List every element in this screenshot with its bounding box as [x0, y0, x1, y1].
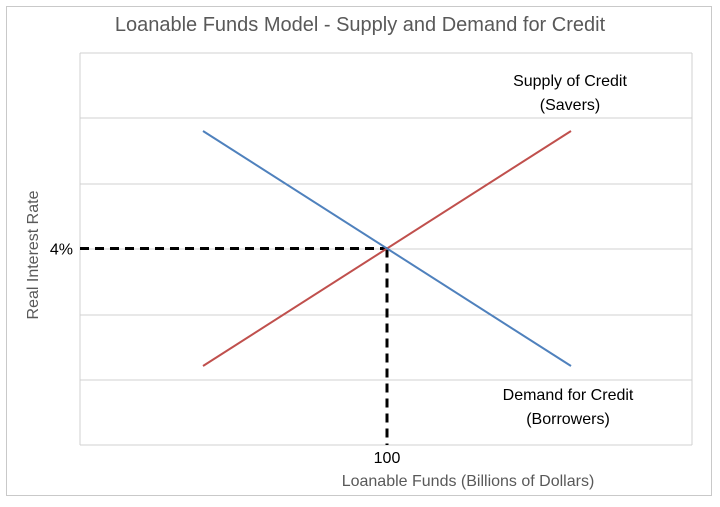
demand-label-line1: Demand for Credit — [502, 387, 634, 404]
x-tick-label: 100 — [374, 450, 401, 467]
demand-label: Demand for Credit (Borrowers) — [468, 384, 668, 432]
chart-title: Loanable Funds Model - Supply and Demand… — [114, 14, 606, 36]
chart-frame — [6, 6, 712, 496]
supply-label-line1: Supply of Credit — [513, 73, 627, 90]
supply-label-line2: (Savers) — [539, 97, 601, 114]
demand-line — [202, 130, 572, 367]
supply-label: Supply of Credit (Savers) — [470, 70, 670, 118]
demand-label-line2: (Borrowers) — [526, 411, 610, 428]
y-tick-label: 4% — [50, 242, 73, 259]
x-axis-label: Loanable Funds (Billions of Dollars) — [342, 473, 595, 490]
y-axis-label: Real Interest Rate — [25, 190, 42, 319]
